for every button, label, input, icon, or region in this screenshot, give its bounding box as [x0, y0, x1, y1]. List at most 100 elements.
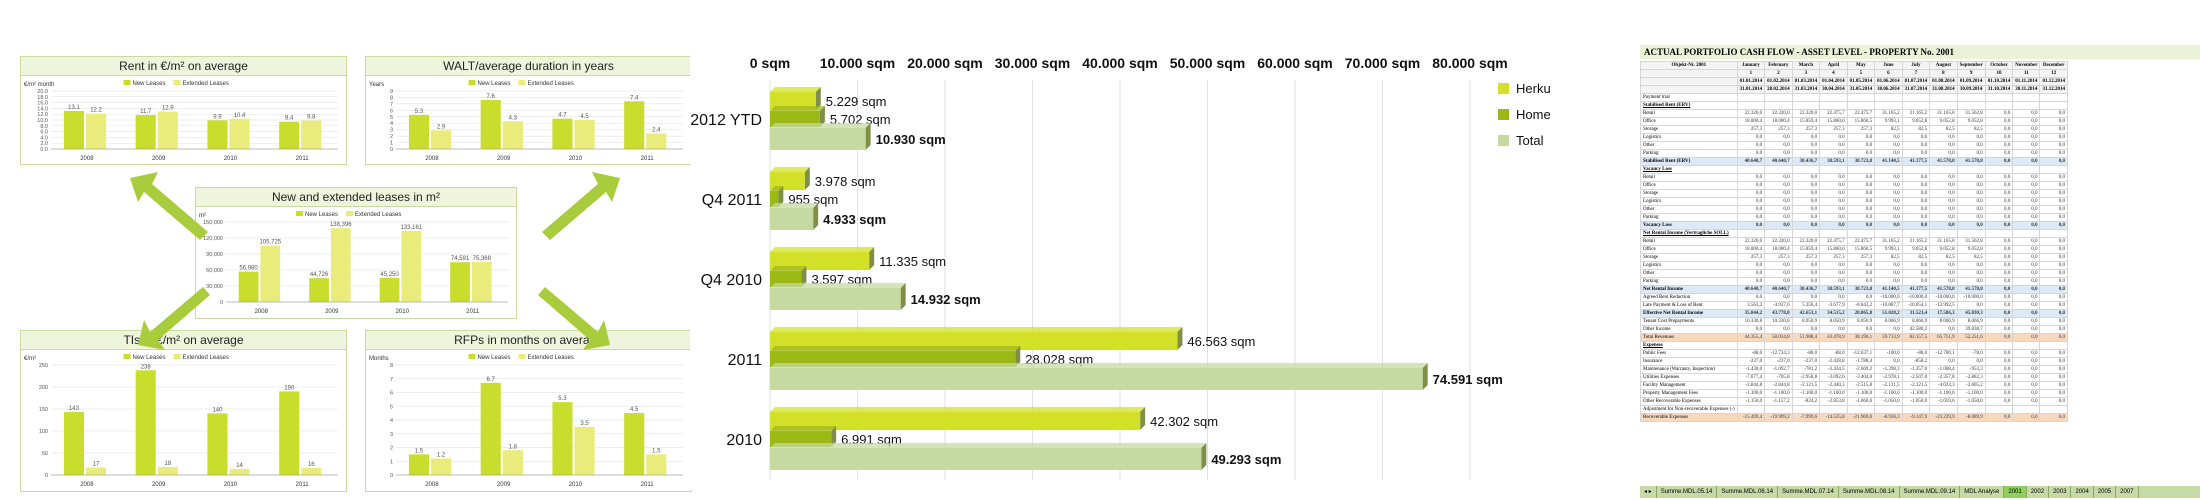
table-cell[interactable]: 0,0 [2012, 141, 2041, 150]
table-cell[interactable]: -2.357,8 [1929, 373, 1958, 382]
table-cell[interactable]: 0,0 [1929, 133, 1958, 142]
table-cell[interactable] [1846, 165, 1876, 174]
table-cell[interactable]: 22.320,0 [1791, 237, 1821, 246]
table-cell[interactable] [1736, 101, 1766, 110]
table-cell[interactable]: 0,0 [2012, 293, 2041, 302]
table-cell[interactable]: 0,0 [1764, 197, 1793, 206]
sheet-tab[interactable]: MDL Analyse [1960, 486, 2005, 498]
table-cell[interactable]: 8.066,9 [1901, 317, 1931, 326]
table-cell[interactable]: 15.860,0 [1819, 245, 1848, 254]
table-cell[interactable]: August [1929, 61, 1958, 70]
table-cell[interactable]: -21.969,0 [1846, 413, 1876, 422]
table-cell[interactable]: May [1846, 61, 1876, 70]
table-cell[interactable] [1819, 93, 1848, 102]
table-cell[interactable]: 257,3 [1764, 253, 1793, 262]
table-cell[interactable]: 15.859,4 [1791, 245, 1821, 254]
table-cell[interactable] [1791, 405, 1821, 414]
table-cell[interactable]: 41.140,5 [1874, 157, 1903, 166]
table-cell[interactable]: Tenant Cost Prepayments [1640, 317, 1738, 326]
table-cell[interactable]: Net Rental Income (Vertragliche SOLL) [1640, 229, 1738, 238]
table-cell[interactable] [1901, 93, 1931, 102]
table-cell[interactable]: 31.562,8 [1956, 237, 1986, 246]
table-cell[interactable]: 0,0 [2012, 117, 2041, 126]
table-cell[interactable] [1791, 341, 1821, 350]
table-cell[interactable]: 0,0 [1984, 221, 2014, 230]
table-cell[interactable]: Storage [1640, 253, 1738, 262]
table-cell[interactable]: Other Income [1640, 325, 1738, 334]
table-cell[interactable]: 0,0 [1736, 149, 1766, 158]
table-cell[interactable]: Other [1640, 269, 1738, 278]
table-cell[interactable]: 0,0 [1736, 173, 1766, 182]
table-cell[interactable]: 6 [1874, 69, 1903, 78]
table-cell[interactable]: 41.578,8 [1929, 157, 1958, 166]
table-cell[interactable]: -824,2 [1791, 397, 1821, 406]
table-cell[interactable] [2012, 405, 2041, 414]
table-cell[interactable]: Parking [1640, 149, 1738, 158]
table-cell[interactable]: Logistics [1640, 197, 1738, 206]
table-cell[interactable]: 0,0 [1874, 149, 1903, 158]
table-cell[interactable]: 0,0 [1736, 181, 1766, 190]
table-cell[interactable]: 9.993,1 [1874, 117, 1903, 126]
table-cell[interactable]: -3.092,0 [1819, 373, 1848, 382]
table-cell[interactable]: 31.12.2014 [2039, 85, 2068, 94]
table-cell[interactable] [1956, 405, 1986, 414]
table-cell[interactable]: 0,0 [2012, 413, 2041, 422]
table-cell[interactable]: 0,0 [1819, 133, 1848, 142]
table-cell[interactable]: 0,0 [1764, 277, 1793, 286]
table-cell[interactable]: 45.830,3 [1956, 309, 1986, 318]
table-cell[interactable]: -13.992,5 [1929, 301, 1958, 310]
table-cell[interactable]: September [1956, 61, 1986, 70]
table-cell[interactable]: 01.10.2014 [1984, 77, 2014, 86]
table-cell[interactable]: -2.440,3 [1819, 381, 1848, 390]
table-cell[interactable]: 0,0 [1984, 133, 2014, 142]
table-cell[interactable]: 0,0 [1929, 213, 1958, 222]
table-cell[interactable] [1984, 101, 2014, 110]
table-cell[interactable]: 0,0 [1901, 173, 1931, 182]
table-cell[interactable]: 0,0 [2039, 309, 2068, 318]
table-cell[interactable] [1846, 229, 1876, 238]
table-cell[interactable] [1956, 165, 1986, 174]
table-cell[interactable]: Maintenance (Warranty, Inspection) [1640, 365, 1738, 374]
table-cell[interactable]: 0,0 [1984, 389, 2014, 398]
table-cell[interactable]: Storage [1640, 125, 1738, 134]
table-cell[interactable]: 0,0 [1819, 277, 1848, 286]
table-cell[interactable]: 0,0 [2012, 349, 2041, 358]
table-cell[interactable]: 0,0 [1956, 269, 1986, 278]
table-cell[interactable]: 0,0 [1846, 133, 1876, 142]
table-cell[interactable] [2039, 341, 2068, 350]
table-cell[interactable]: 0,0 [1901, 277, 1931, 286]
table-cell[interactable]: 0,0 [2012, 381, 2041, 390]
table-cell[interactable] [1901, 405, 1931, 414]
table-cell[interactable] [1764, 341, 1793, 350]
table-cell[interactable]: 0,0 [1984, 213, 2014, 222]
table-cell[interactable] [1984, 405, 2014, 414]
table-cell[interactable]: 22.475,7 [1819, 237, 1848, 246]
table-cell[interactable]: 0,0 [1764, 141, 1793, 150]
table-cell[interactable]: 0,0 [1956, 205, 1986, 214]
table-cell[interactable] [1846, 93, 1876, 102]
table-cell[interactable]: Retail [1640, 173, 1738, 182]
table-cell[interactable]: 257,3 [1819, 125, 1848, 134]
table-cell[interactable]: Insurance [1640, 357, 1738, 366]
table-cell[interactable]: 01.12.2014 [2039, 77, 2068, 86]
table-cell[interactable]: 0,0 [1791, 149, 1821, 158]
table-cell[interactable]: 0,0 [2039, 157, 2068, 166]
table-cell[interactable]: 22.475,7 [1846, 237, 1876, 246]
table-cell[interactable]: 3 [1791, 69, 1821, 78]
table-cell[interactable]: 01.07.2014 [1901, 77, 1931, 86]
table-cell[interactable]: 0,0 [1929, 261, 1958, 270]
table-cell[interactable]: 0,0 [2039, 269, 2068, 278]
table-cell[interactable]: -2.515,8 [1846, 381, 1876, 390]
table-cell[interactable] [1929, 341, 1958, 350]
table-cell[interactable]: -78,0 [1956, 349, 1986, 358]
table-cell[interactable]: 0,0 [1846, 205, 1876, 214]
table-cell[interactable]: 0,0 [1736, 221, 1766, 230]
table-cell[interactable]: Other [1640, 141, 1738, 150]
table-cell[interactable]: Retail [1640, 109, 1738, 118]
table-cell[interactable]: 0,0 [1874, 173, 1903, 182]
table-cell[interactable]: Property Management Fees [1640, 389, 1738, 398]
table-cell[interactable] [1956, 93, 1986, 102]
table-cell[interactable]: -10.000,0 [1956, 293, 1986, 302]
table-cell[interactable]: 7 [1901, 69, 1931, 78]
table-cell[interactable]: -8.089,9 [1956, 413, 1986, 422]
